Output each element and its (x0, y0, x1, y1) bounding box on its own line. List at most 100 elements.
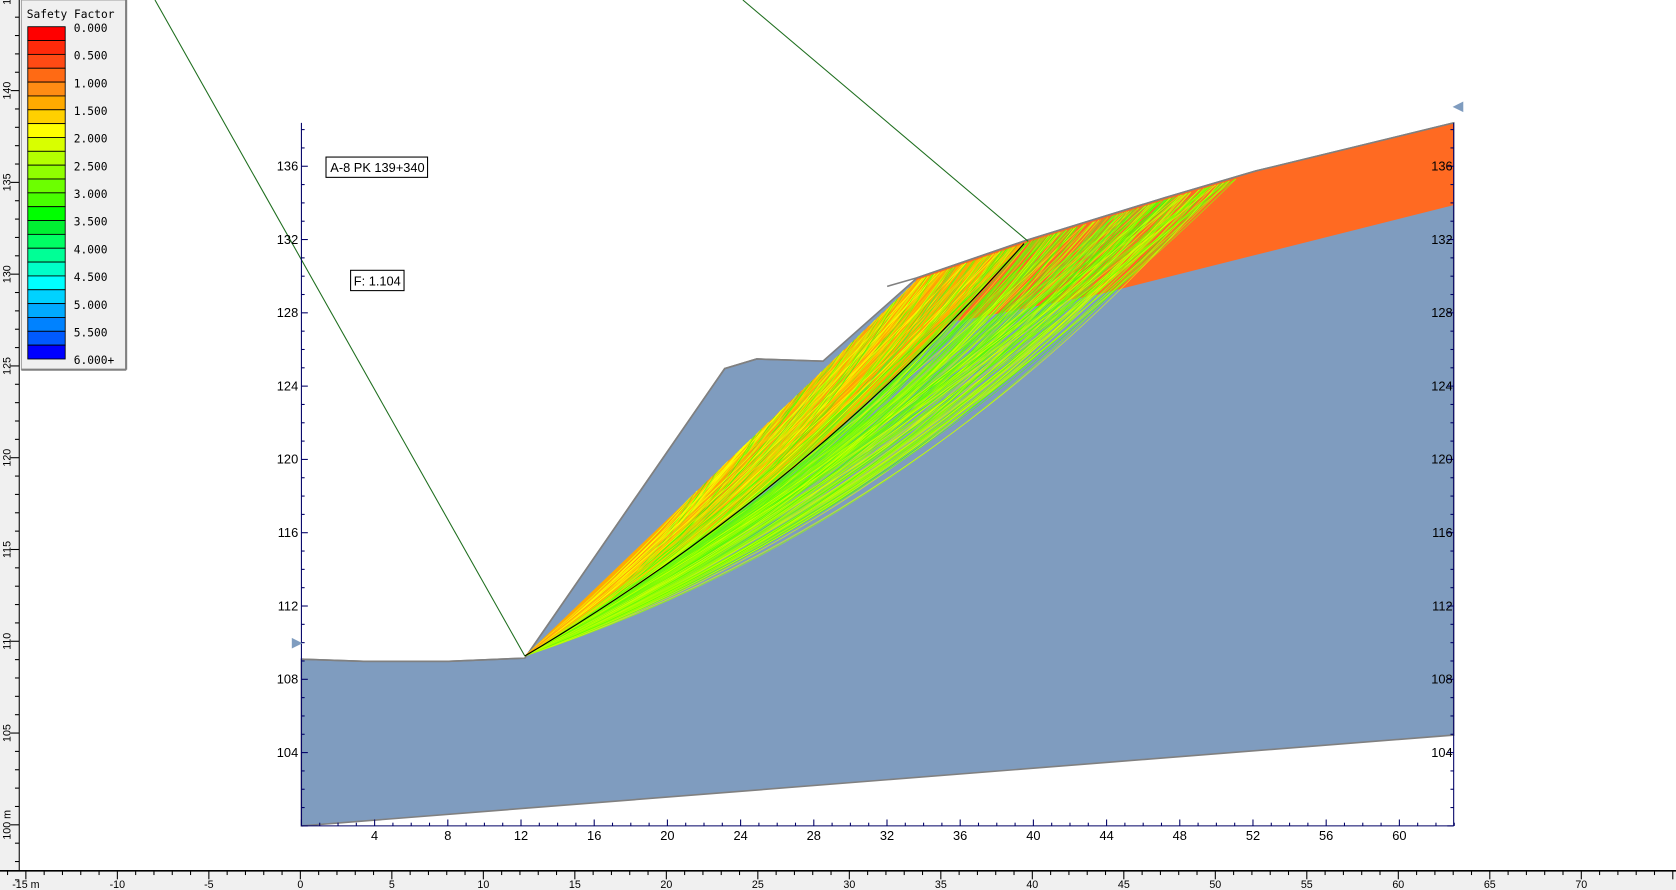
slip-surface (524, 212, 1122, 657)
x-tick-label: 56 (1319, 828, 1333, 843)
legend-label: 1.500 (74, 105, 108, 118)
slip-surface (524, 406, 785, 657)
factor-label-box[interactable]: F: 1.104 (350, 269, 405, 292)
legend-title: Safety Factor (27, 8, 115, 21)
slip-surface (524, 294, 903, 657)
factor-label: F: 1.104 (354, 273, 401, 288)
slip-surface (524, 209, 1134, 657)
y-tick-label-left: 132 (277, 232, 298, 247)
legend-label: 2.000 (74, 133, 108, 146)
y-tick-label-right: 132 (1431, 232, 1452, 247)
bottom-ruler-label: 45 (1118, 879, 1130, 890)
x-tick-label: 20 (660, 828, 674, 843)
y-tick-label-left: 108 (277, 672, 298, 687)
y-tick-label-right: 104 (1431, 745, 1452, 760)
y-tick-label-left: 104 (277, 745, 298, 760)
legend-swatch (27, 344, 66, 360)
grid-line-right (742, 0, 1029, 242)
slip-surface (524, 227, 1074, 657)
critical-slip-surface[interactable] (524, 243, 1025, 657)
bottom-ruler-label: -5 (204, 879, 214, 890)
legend-swatch (27, 233, 66, 249)
x-tick-label: 48 (1173, 828, 1187, 843)
bottom-ruler-label: 15 (569, 879, 581, 890)
left-ruler-label: 110 (2, 633, 14, 650)
slip-surface (524, 491, 697, 657)
legend-swatch (27, 330, 66, 346)
y-tick-label-right: 108 (1431, 672, 1452, 687)
slip-surface (524, 184, 1217, 657)
legend-swatch (27, 40, 66, 55)
legend-swatch (27, 303, 66, 318)
slip-surfaces (524, 178, 1237, 657)
bottom-ruler-label: 60 (1392, 879, 1404, 890)
bottom-ruler-label: 40 (1026, 879, 1038, 890)
left-ruler[interactable] (0, 0, 20, 871)
left-ruler-label: 125 (2, 357, 14, 375)
legend-label: 3.000 (74, 188, 108, 201)
x-tick-label: 28 (807, 828, 821, 843)
slip-surface (524, 342, 853, 657)
slip-surface (524, 215, 1115, 657)
x-tick-label: 8 (444, 828, 451, 843)
slip-surface (524, 258, 980, 657)
slip-surface (524, 217, 1109, 657)
left-ruler-label: 14 (2, 0, 14, 5)
bottom-ruler-label: 65 (1484, 879, 1496, 890)
slip-surface (524, 193, 1187, 657)
x-tick-label: 32 (880, 828, 894, 843)
slip-surface (524, 203, 1154, 657)
bottom-ruler-label: 55 (1301, 879, 1313, 890)
slip-surface (524, 233, 1055, 657)
legend-swatch (27, 289, 66, 305)
bottom-ruler-label: -10 (110, 879, 125, 890)
left-ruler-label: 115 (2, 541, 14, 558)
right-boundary-marker-icon[interactable] (1452, 101, 1464, 113)
x-tick-label: 40 (1026, 828, 1040, 843)
y-tick-label-right: 124 (1431, 378, 1452, 393)
left-boundary-marker-icon[interactable] (291, 637, 303, 649)
slip-surface (524, 183, 1219, 657)
left-ruler-label: 105 (2, 724, 14, 742)
x-tick-label: 24 (733, 828, 747, 843)
x-tick-label: 16 (587, 828, 601, 843)
slip-surface (524, 198, 1170, 657)
legend-swatch (27, 178, 66, 194)
left-ruler-label: 130 (2, 265, 14, 283)
bottom-ruler-label: 10 (477, 879, 489, 890)
top-layer-region (897, 122, 1454, 321)
legend-label: 4.500 (74, 271, 108, 284)
legend-swatch (27, 26, 66, 41)
grid-line-left (154, 0, 526, 657)
y-tick-label-right: 116 (1432, 525, 1452, 540)
x-tick-label: 60 (1392, 828, 1406, 843)
legend-swatch (27, 261, 66, 277)
legend-label: 5.500 (74, 326, 108, 339)
legend-label: 3.500 (74, 216, 108, 229)
slip-surface (524, 202, 1157, 657)
left-ruler-label: 120 (2, 449, 14, 467)
left-ruler-label: 100 m (2, 810, 14, 840)
legend-label: 5.000 (74, 299, 108, 312)
slip-surface (524, 325, 870, 657)
legend-label: 1.000 (74, 77, 108, 90)
y-tick-label-left: 124 (277, 378, 298, 393)
bottom-ruler-label: 50 (1209, 879, 1221, 890)
x-tick-label: 52 (1246, 828, 1260, 843)
bottom-ruler-label: 70 (1575, 879, 1587, 890)
legend-swatch (27, 67, 66, 83)
bottom-ruler-label: 35 (935, 879, 947, 890)
legend-label: 0.000 (74, 22, 108, 35)
slip-surface (524, 187, 1207, 657)
ground-surface (301, 358, 824, 663)
left-ruler-label: 140 (2, 82, 14, 100)
slip-surface (524, 247, 1013, 657)
legend-label: 0.500 (74, 50, 108, 63)
y-tick-label-right: 112 (1432, 598, 1452, 613)
section-label-box[interactable]: A-8 PK 139+340 (325, 156, 429, 178)
y-tick-label-right: 128 (1431, 305, 1452, 320)
safety-factor-legend[interactable]: Safety Factor 0.000 0.500 1.000 1.500 2.000 2… (20, 0, 128, 371)
bottom-ruler[interactable] (0, 870, 1676, 890)
x-tick-label: 44 (1099, 828, 1113, 843)
